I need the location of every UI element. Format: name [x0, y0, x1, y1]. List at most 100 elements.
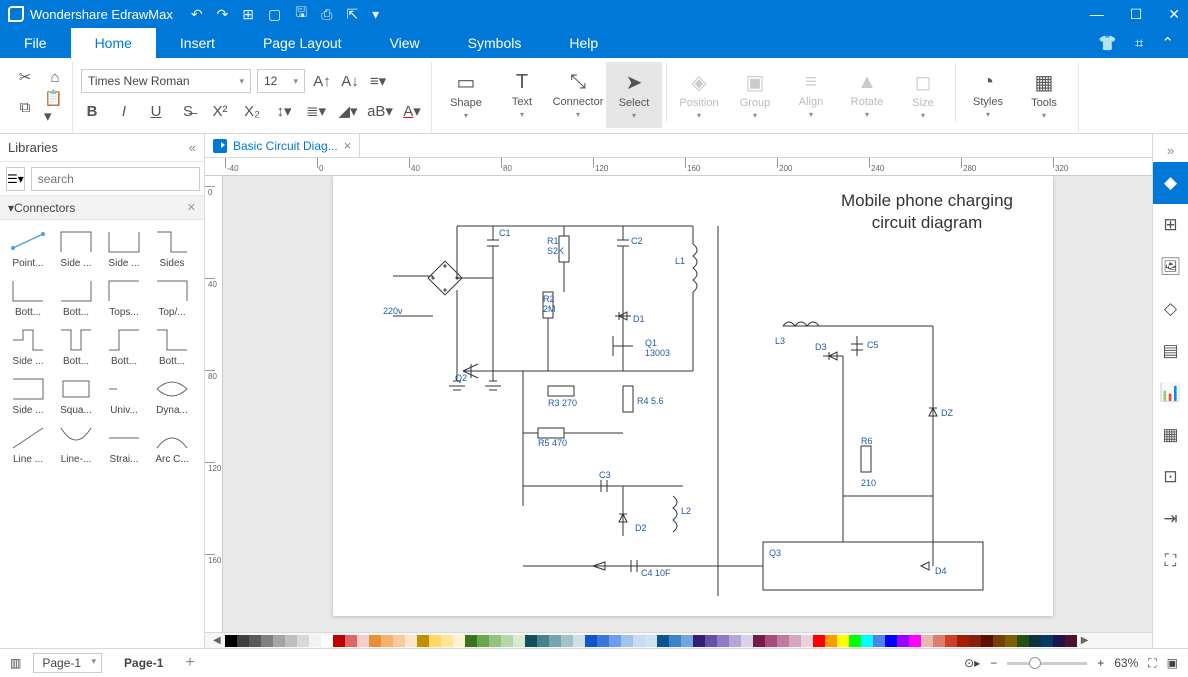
- color-swatch[interactable]: [717, 635, 729, 647]
- color-swatch[interactable]: [477, 635, 489, 647]
- color-swatch[interactable]: [741, 635, 753, 647]
- color-swatch[interactable]: [465, 635, 477, 647]
- page-tab[interactable]: Page-1: [114, 652, 173, 674]
- open-icon[interactable]: ▢: [268, 6, 281, 23]
- search-input[interactable]: [31, 167, 200, 191]
- shape-item[interactable]: Side ...: [52, 226, 100, 269]
- menu-symbols[interactable]: Symbols: [444, 28, 546, 58]
- list-icon[interactable]: ≣▾: [305, 100, 327, 122]
- strike-icon[interactable]: S̶: [177, 100, 199, 122]
- color-swatch[interactable]: [621, 635, 633, 647]
- color-swatch[interactable]: [921, 635, 933, 647]
- underline-icon[interactable]: U: [145, 100, 167, 122]
- color-swatch[interactable]: [645, 635, 657, 647]
- ribbon-group[interactable]: ▣Group▾: [727, 62, 783, 128]
- line-spacing-icon[interactable]: ↕▾: [273, 100, 295, 122]
- superscript-icon[interactable]: X²: [209, 100, 231, 122]
- shape-item[interactable]: Top/...: [148, 275, 196, 318]
- close-tab-icon[interactable]: ×: [344, 138, 352, 153]
- shape-item[interactable]: Line-...: [52, 422, 100, 465]
- zoom-in-icon[interactable]: +: [1097, 656, 1104, 670]
- font-name-combo[interactable]: Times New Roman▾: [81, 69, 251, 93]
- color-swatch[interactable]: [705, 635, 717, 647]
- font-color-icon[interactable]: A▾: [401, 100, 423, 122]
- collapse-right-icon[interactable]: »: [1167, 138, 1174, 162]
- copy-icon[interactable]: ⧉: [14, 96, 36, 118]
- color-swatch[interactable]: [933, 635, 945, 647]
- new-icon[interactable]: ⊞: [242, 6, 254, 23]
- apps-icon[interactable]: ⌗: [1135, 35, 1143, 52]
- color-swatch[interactable]: [657, 635, 669, 647]
- rpanel-btn-8[interactable]: ⇥: [1153, 498, 1188, 540]
- maximize-icon[interactable]: ☐: [1130, 6, 1143, 23]
- color-swatch[interactable]: [681, 635, 693, 647]
- rpanel-btn-4[interactable]: ▤: [1153, 330, 1188, 372]
- rpanel-btn-2[interactable]: 🖼: [1153, 246, 1188, 288]
- color-swatch[interactable]: [453, 635, 465, 647]
- shape-item[interactable]: Bott...: [148, 324, 196, 367]
- shape-item[interactable]: Bott...: [4, 275, 52, 318]
- color-swatch[interactable]: [321, 635, 333, 647]
- save-icon[interactable]: 🖫: [295, 2, 307, 26]
- shape-item[interactable]: Side ...: [100, 226, 148, 269]
- ribbon-shape[interactable]: ▭Shape▾: [438, 62, 494, 128]
- ribbon-tools[interactable]: ▦Tools▾: [1016, 62, 1072, 128]
- color-swatch[interactable]: [729, 635, 741, 647]
- shape-item[interactable]: Line ...: [4, 422, 52, 465]
- close-section-icon[interactable]: ✕: [187, 201, 196, 214]
- color-swatch[interactable]: [861, 635, 873, 647]
- fit-width-icon[interactable]: ▣: [1167, 656, 1178, 670]
- minimize-icon[interactable]: —: [1090, 6, 1104, 23]
- ribbon-align[interactable]: ≡Align▾: [783, 62, 839, 128]
- color-swatch[interactable]: [813, 635, 825, 647]
- shape-item[interactable]: Side ...: [4, 373, 52, 416]
- color-swatch[interactable]: [993, 635, 1005, 647]
- shape-item[interactable]: Tops...: [100, 275, 148, 318]
- menu-file[interactable]: File: [0, 28, 71, 58]
- color-swatch[interactable]: [249, 635, 261, 647]
- rpanel-btn-5[interactable]: 📊: [1153, 372, 1188, 414]
- color-swatch[interactable]: [693, 635, 705, 647]
- canvas[interactable]: Mobile phone chargingcircuit diagram 220…: [223, 176, 1152, 632]
- color-swatch[interactable]: [981, 635, 993, 647]
- color-swatch[interactable]: [1065, 635, 1077, 647]
- font-size-combo[interactable]: 12▾: [257, 69, 305, 93]
- shape-item[interactable]: Bott...: [52, 324, 100, 367]
- color-swatch[interactable]: [957, 635, 969, 647]
- color-swatch[interactable]: [765, 635, 777, 647]
- paste-icon[interactable]: 📋▾: [44, 96, 66, 118]
- subscript-icon[interactable]: X₂: [241, 100, 263, 122]
- redo-icon[interactable]: ↷: [217, 6, 229, 23]
- shape-item[interactable]: Univ...: [100, 373, 148, 416]
- zoom-out-icon[interactable]: −: [990, 656, 997, 670]
- color-swatch[interactable]: [369, 635, 381, 647]
- shape-item[interactable]: Squa...: [52, 373, 100, 416]
- color-swatch[interactable]: [273, 635, 285, 647]
- color-swatch[interactable]: [417, 635, 429, 647]
- ribbon-position[interactable]: ◈Position▾: [671, 62, 727, 128]
- play-icon[interactable]: ⊙▸: [964, 656, 980, 670]
- menu-insert[interactable]: Insert: [156, 28, 239, 58]
- shape-item[interactable]: Sides: [148, 226, 196, 269]
- ribbon-text[interactable]: TText▾: [494, 62, 550, 128]
- export-icon[interactable]: ⇱: [346, 6, 358, 23]
- color-swatch[interactable]: [429, 635, 441, 647]
- color-swatch[interactable]: [897, 635, 909, 647]
- library-picker[interactable]: ☰▾: [6, 167, 25, 191]
- color-swatch[interactable]: [1041, 635, 1053, 647]
- color-swatch[interactable]: [285, 635, 297, 647]
- color-swatch[interactable]: [1017, 635, 1029, 647]
- library-section-header[interactable]: ▾ Connectors✕: [0, 196, 204, 220]
- color-swatch[interactable]: [513, 635, 525, 647]
- close-icon[interactable]: ✕: [1168, 6, 1180, 23]
- case-icon[interactable]: aB▾: [369, 100, 391, 122]
- color-swatch[interactable]: [333, 635, 345, 647]
- color-swatch[interactable]: [849, 635, 861, 647]
- color-swatch[interactable]: [633, 635, 645, 647]
- ribbon-select[interactable]: ➤Select▾: [606, 62, 662, 128]
- shape-item[interactable]: Bott...: [100, 324, 148, 367]
- color-swatch[interactable]: [909, 635, 921, 647]
- ribbon-connector[interactable]: ⤡Connector▾: [550, 62, 606, 128]
- rpanel-btn-9[interactable]: ⛶: [1153, 540, 1188, 582]
- qat-more-icon[interactable]: ▾: [372, 6, 379, 23]
